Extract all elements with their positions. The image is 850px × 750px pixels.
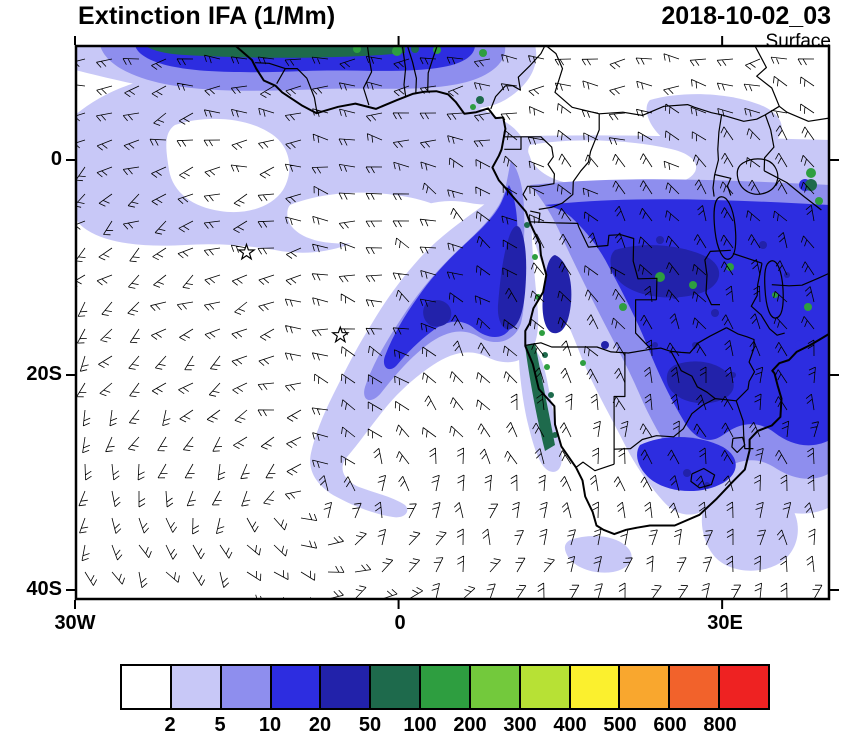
country-border [525,342,672,354]
country-border [255,62,286,70]
country-border [538,113,600,210]
colorbar-boundary-label: 200 [453,714,487,736]
country-border [530,221,658,300]
country-border [575,461,615,472]
country-border [614,398,737,450]
colorbar-cell [720,666,768,708]
country-border [362,45,373,106]
colorbar-boundary-label: 50 [358,714,382,736]
colorbar-cell [520,666,571,708]
country-border [599,104,723,197]
x-axis-tick-label-30w: 30W [54,612,96,634]
colorbar-cell [122,666,172,708]
country-border [704,249,731,306]
colorbar-cell [470,666,521,708]
lake-outline [736,158,779,195]
country-border [276,68,308,84]
country-border [690,467,716,489]
star-marker [330,325,350,344]
country-border [721,105,829,122]
colorbar-cell [371,666,422,708]
colorbar-boundary-label: 500 [603,714,637,736]
country-border [530,210,541,223]
country-border [763,114,775,171]
country-border [427,45,438,92]
map-layers [75,45,830,600]
lake-outline [764,260,784,319]
colorbar-cell [421,666,471,708]
country-border [406,45,417,94]
colorbar-boundary-label: 300 [503,714,537,736]
y-axis-tick-label-40s: 40S [26,578,62,600]
colorbar-boundary-label: 800 [703,714,737,736]
colorbar-boundary-label: 10 [258,714,282,736]
colorbar-cell [221,666,272,708]
colorbar-cell [670,666,721,708]
country-border [753,45,780,107]
country-border [670,351,716,400]
colorbar-boundary-label: 100 [403,714,437,736]
coastline [233,45,830,536]
y-axis-tick-label-20s: 20S [26,363,62,385]
colorbar [120,664,770,710]
country-border [732,252,763,264]
country-border [490,45,546,110]
colorbar-boundary-label: 5 [214,714,226,736]
country-border [670,327,727,354]
country-border [735,400,754,450]
x-axis-tick-label-30e: 30E [707,612,743,634]
country-border [714,173,732,196]
lake-outline [713,196,737,260]
country-border [763,170,822,211]
map-frame [74,44,831,601]
country-border [731,436,746,453]
colorbar-boundary-label: 400 [553,714,587,736]
country-border [504,136,522,150]
country-border [504,136,555,201]
map-panel [66,36,839,609]
colorbar-cell [570,666,621,708]
colorbar-cell [271,666,322,708]
x-axis-tick-label-0: 0 [394,612,406,634]
colorbar-cell [321,666,372,708]
country-border [613,353,626,465]
country-border [544,45,600,115]
country-border [635,299,657,350]
country-border [726,327,756,402]
country-border [750,263,785,336]
colorbar-cell [620,666,671,708]
plot-title: Extinction IFA (1/Mm) [78,2,336,30]
colorbar-boundary-label: 20 [308,714,332,736]
colorbar-boundary-label: 600 [653,714,687,736]
star-marker [237,242,256,261]
colorbar-labels: 2 5 10 20 50 100 200 300 400 500 600 800 [145,714,745,737]
colorbar-cell [171,666,222,708]
plot-datetime: 2018-10-02_03 [661,2,831,30]
country-border [306,78,318,114]
country-border [401,45,407,97]
colorbar-boundary-label: 2 [164,714,176,736]
y-axis-tick-label-0: 0 [50,148,62,170]
